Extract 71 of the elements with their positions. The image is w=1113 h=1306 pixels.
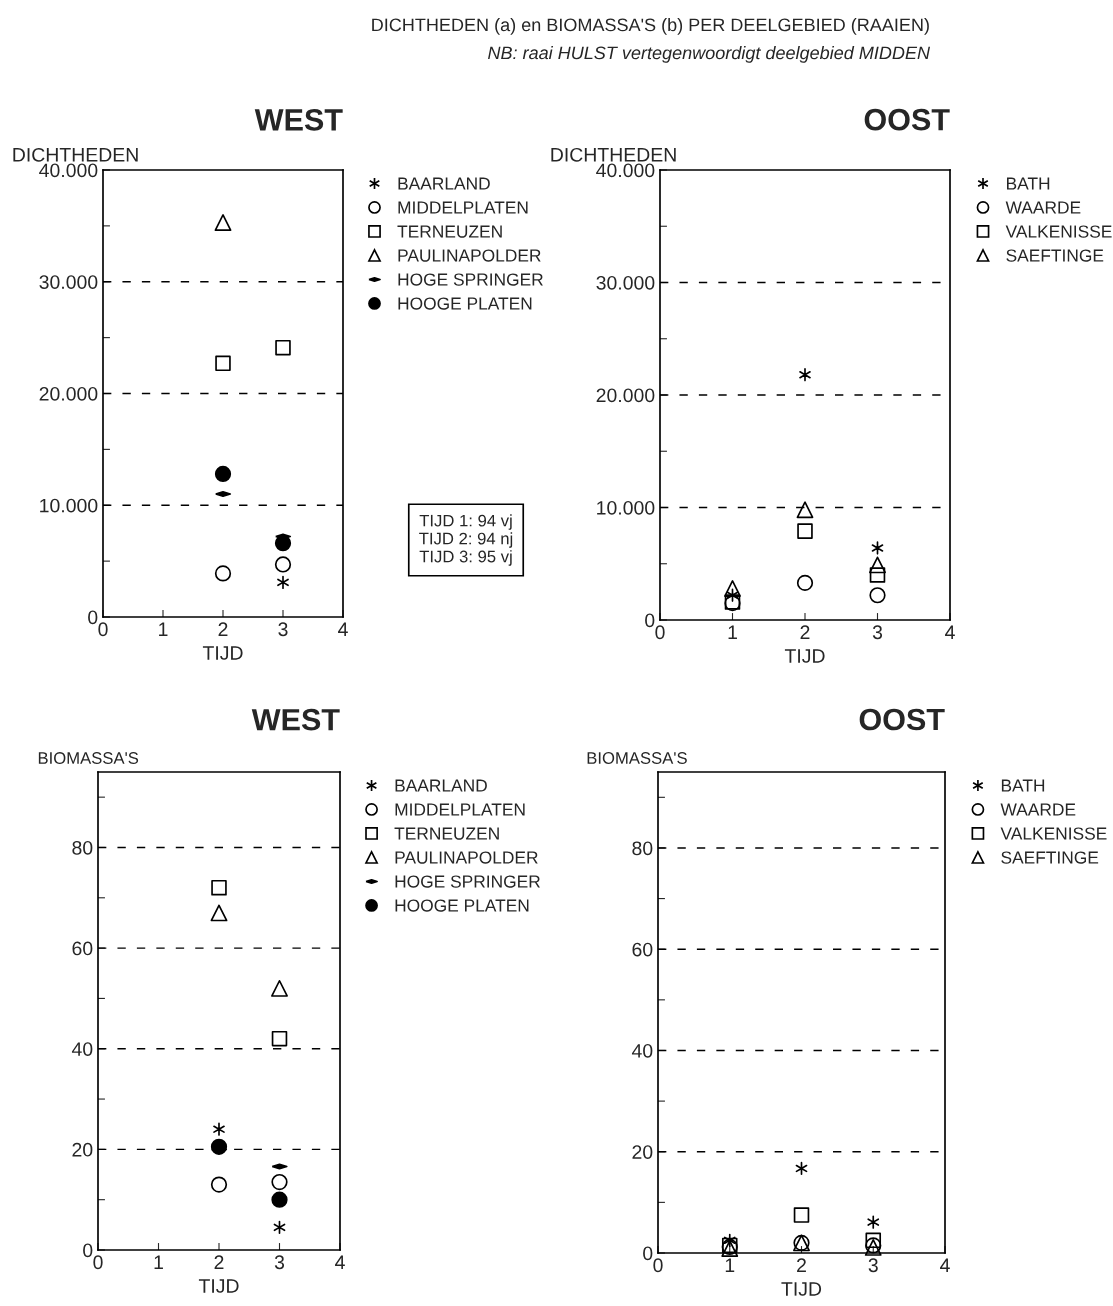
legend-label: PAULINAPOLDER <box>395 851 538 864</box>
y-tick-label: 0 <box>88 610 98 625</box>
y-tick-label: 30.000 <box>596 275 655 290</box>
x-tick-label: 2 <box>214 1255 224 1269</box>
x-tick-label: 3 <box>278 622 288 637</box>
y-tick-label: 20 <box>72 1142 93 1157</box>
y-tick-label: 80 <box>632 841 653 856</box>
chart-title: OOST <box>859 708 945 731</box>
x-tick-label: 3 <box>872 625 883 640</box>
legend-label: SAEFTINGE <box>1006 249 1104 262</box>
legend-label: BAARLAND <box>395 779 487 792</box>
x-tick-label: 1 <box>728 625 737 639</box>
x-tick-label: 1 <box>159 622 168 636</box>
legend-label: HOGE SPRINGER <box>398 273 543 286</box>
chart-title: WEST <box>254 109 343 131</box>
y-tick-label: 80 <box>72 840 93 855</box>
x-tick-label: 1 <box>725 1258 735 1272</box>
legend-label: PAULINAPOLDER <box>398 249 541 262</box>
x-tick-label: 2 <box>797 1258 806 1272</box>
legend-label: VALKENISSE <box>1005 225 1112 238</box>
x-tick-label: 2 <box>218 622 228 636</box>
legend-label: BAARLAND <box>398 177 490 190</box>
legend-label: TERNEUZEN <box>394 827 499 840</box>
x-tick-label: 3 <box>274 1255 285 1270</box>
legend-label: VALKENISSE <box>1000 827 1107 840</box>
legend-label: MIDDELPLATEN <box>398 201 528 214</box>
y-tick-label: 0 <box>83 1243 93 1258</box>
legend-label: WAARDE <box>1000 803 1076 816</box>
y-tick-label: 40 <box>631 1043 653 1058</box>
x-tick-label: 2 <box>800 625 810 639</box>
x-tick-label: 4 <box>945 625 955 639</box>
legend-label: MIDDELPLATEN <box>395 803 525 816</box>
x-tick-label: 4 <box>335 1255 345 1269</box>
y-tick-label: 20.000 <box>39 386 98 401</box>
legend-label: BATH <box>1007 177 1050 190</box>
x-tick-label: 1 <box>154 1255 163 1269</box>
text: NB: raai HULST vertegenwoordigt deelgebied MIDDEN <box>488 46 931 63</box>
chart-title: OOST <box>864 108 950 131</box>
legend-label: WAARDE <box>1005 201 1081 214</box>
y-tick-label: 40 <box>71 1042 93 1056</box>
y-axis-title: DICHTHEDEN <box>13 147 138 162</box>
y-tick-label: 10.000 <box>40 498 98 513</box>
y-axis-title: DICHTHEDEN <box>551 147 676 162</box>
y-tick-label: 20 <box>632 1145 653 1159</box>
x-tick-label: 4 <box>338 622 348 636</box>
legend-label: HOGE SPRINGER <box>395 875 540 888</box>
legend-label: HOOGE PLATEN <box>395 899 529 912</box>
x-axis-title: TIJD <box>198 1279 239 1293</box>
y-tick-label: 60 <box>72 941 93 956</box>
x-tick-label: 0 <box>655 625 665 640</box>
legend-label: BATH <box>1001 779 1045 792</box>
chart-title: WEST <box>251 708 340 731</box>
x-axis-title: TIJD <box>781 1282 822 1296</box>
x-tick-label: 4 <box>940 1258 950 1272</box>
y-tick-label: 30.000 <box>39 275 98 289</box>
x-tick-label: 0 <box>98 622 108 637</box>
text: DICHTHEDEN (a) en BIOMASSA'S (b) PER DEELGEBIED (RAAIEN) <box>372 18 929 35</box>
text: TIJD 1: 94 vj TIJD 2: 94 nj TIJD 3: 95 vj <box>419 514 513 566</box>
legend-label: TERNEUZEN <box>397 225 502 238</box>
y-tick-label: 20.000 <box>596 388 655 403</box>
legend-label: SAEFTINGE <box>1001 851 1099 864</box>
y-axis-title: BIOMASSA'S <box>587 752 687 764</box>
y-tick-label: 40.000 <box>39 163 98 178</box>
y-tick-label: 10.000 <box>597 500 655 515</box>
y-tick-label: 60 <box>632 942 653 957</box>
x-tick-label: 3 <box>868 1258 878 1273</box>
y-axis-title: BIOMASSA'S <box>38 752 139 764</box>
x-axis-title: TIJD <box>784 649 825 663</box>
x-axis-title: TIJD <box>202 646 243 660</box>
y-tick-label: 40.000 <box>596 163 655 178</box>
legend-label: HOOGE PLATEN <box>398 297 532 310</box>
